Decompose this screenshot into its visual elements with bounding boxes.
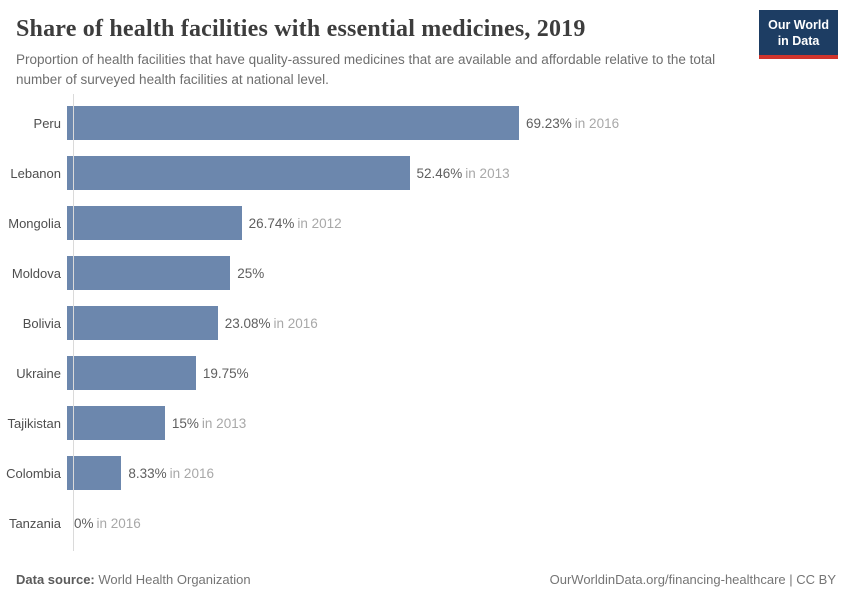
- category-label: Mongolia: [8, 215, 61, 231]
- bar[interactable]: [67, 256, 231, 291]
- data-source-value: World Health Organization: [98, 572, 251, 587]
- category-label: Moldova: [11, 265, 61, 281]
- value-number: 15%: [171, 415, 199, 431]
- value-year-note: in 2016: [96, 515, 141, 531]
- category-label: Bolivia: [22, 315, 61, 331]
- value-label: 25%: [237, 266, 264, 281]
- category-label: Peru: [33, 115, 61, 131]
- bar[interactable]: [67, 406, 165, 441]
- category-label: Colombia: [6, 465, 61, 481]
- data-source-label: Data source:: [16, 572, 95, 587]
- value-label: 19.75%: [203, 366, 249, 381]
- category-label: Tanzania: [8, 515, 61, 531]
- bar[interactable]: [67, 456, 122, 491]
- owid-logo[interactable]: Our World in Data: [759, 10, 838, 59]
- chart-row: Tanzania 0% in 2016: [0, 498, 850, 548]
- value-number: 19.75%: [202, 365, 249, 381]
- bar[interactable]: [67, 106, 519, 141]
- chart-row: Lebanon 52.46% in 2013: [0, 148, 850, 198]
- value-label: 8.33% in 2016: [128, 466, 214, 481]
- category-label: Ukraine: [16, 365, 61, 381]
- chart-row: Peru 69.23% in 2016: [0, 98, 850, 148]
- header-text: Share of health facilities with essentia…: [16, 10, 756, 89]
- value-number: 69.23%: [526, 115, 572, 131]
- owid-logo-line2: in Data: [777, 34, 820, 49]
- value-year-note: in 2013: [465, 165, 510, 181]
- chart-row: Bolivia 23.08% in 2016: [0, 298, 850, 348]
- value-number: 8.33%: [128, 465, 167, 481]
- value-year-note: in 2012: [297, 215, 342, 231]
- category-label: Lebanon: [10, 165, 61, 181]
- value-number: 0%: [74, 515, 94, 531]
- data-source: Data source: World Health Organization: [16, 572, 251, 587]
- value-number: 23.08%: [224, 315, 271, 331]
- chart-footer: Data source: World Health Organization O…: [16, 572, 836, 587]
- value-label: 52.46% in 2013: [417, 166, 510, 181]
- value-number: 52.46%: [416, 165, 463, 181]
- chart-subtitle: Proportion of health facilities that hav…: [16, 52, 716, 87]
- chart-header: Share of health facilities with essentia…: [0, 0, 850, 89]
- owid-citation-link[interactable]: OurWorldinData.org/financing-healthcare …: [549, 572, 836, 587]
- value-year-note: in 2016: [574, 115, 620, 131]
- owid-logo-line1: Our World: [768, 18, 829, 32]
- chart-row: Ukraine 19.75%: [0, 348, 850, 398]
- value-label: 69.23% in 2016: [526, 116, 619, 131]
- bar[interactable]: [67, 356, 196, 391]
- value-year-note: in 2013: [201, 415, 247, 431]
- chart-row: Tajikistan 15% in 2013: [0, 398, 850, 448]
- value-label: 15% in 2013: [172, 416, 246, 431]
- value-year-note: in 2016: [273, 315, 318, 331]
- value-number: 25%: [237, 265, 265, 281]
- bar[interactable]: [67, 306, 218, 341]
- bar[interactable]: [67, 206, 242, 241]
- category-label: Tajikistan: [7, 415, 61, 431]
- value-year-note: in 2016: [169, 465, 214, 481]
- value-label: 0% in 2016: [74, 516, 141, 531]
- value-number: 26.74%: [248, 215, 295, 231]
- chart-row: Moldova 25%: [0, 248, 850, 298]
- value-label: 23.08% in 2016: [225, 316, 318, 331]
- chart-row: Colombia 8.33% in 2016: [0, 448, 850, 498]
- value-label: 26.74% in 2012: [249, 216, 342, 231]
- chart-row: Mongolia 26.74% in 2012: [0, 198, 850, 248]
- bar[interactable]: [67, 156, 410, 191]
- bar-chart: Peru 69.23% in 2016 Lebanon 52.46% in 2013 Mon…: [0, 94, 850, 552]
- chart-title: Share of health facilities with essentia…: [16, 16, 586, 42]
- y-axis-line: [73, 94, 74, 552]
